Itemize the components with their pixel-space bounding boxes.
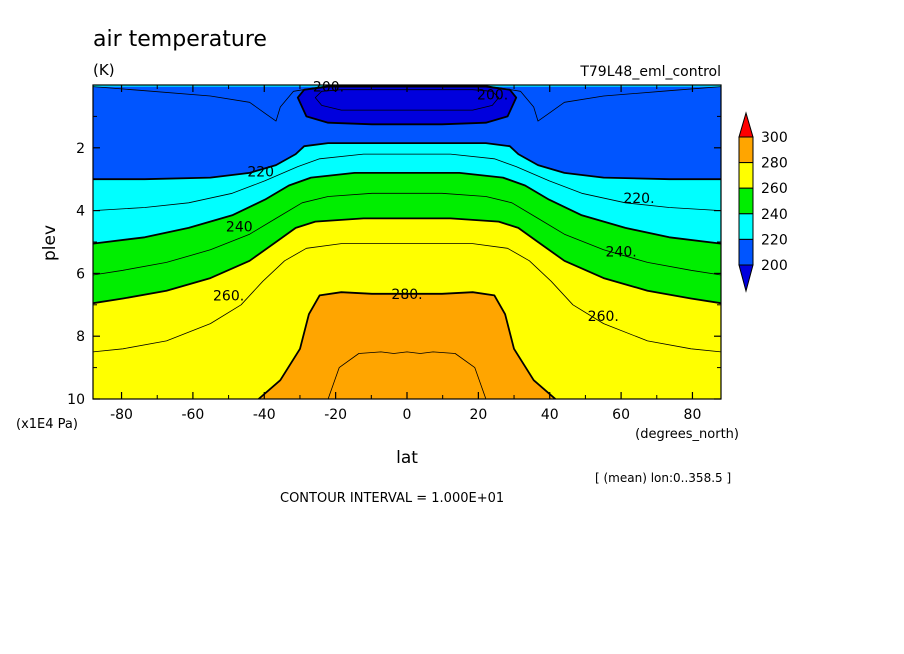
fill-band-280-300 (258, 292, 556, 399)
colorbar-label: 220 (761, 232, 788, 248)
y-axis-label: plev (40, 225, 60, 261)
contour-label: 220 (247, 164, 274, 180)
y-tick-label: 6 (76, 266, 85, 282)
contour-line-250 (93, 192, 721, 276)
x-tick-label: 40 (541, 407, 559, 423)
contour-lines (93, 85, 721, 399)
colorbar-label: 240 (761, 207, 788, 223)
contour-label: 220. (623, 191, 654, 207)
colorbar-over-arrow (738, 111, 754, 138)
chart-title: air temperature (93, 27, 267, 52)
colorbar-label: 200 (761, 258, 788, 274)
x-axis-label: lat (396, 448, 418, 468)
colorbar-label: 260 (761, 181, 788, 197)
x-tick-label: -40 (253, 407, 276, 423)
contour-label: 240. (606, 244, 637, 260)
contour-label: 200. (313, 80, 344, 96)
contour-label: 280. (391, 287, 422, 303)
fill-band-lt200 (297, 86, 517, 125)
y-axis-unit: (x1E4 Pa) (16, 417, 78, 432)
colorbar-swatch (738, 238, 754, 266)
colorbar-swatch (738, 136, 754, 164)
contour-label: 260. (588, 309, 619, 325)
contour-label: 200. (477, 87, 508, 103)
x-tick-label: 80 (684, 407, 702, 423)
contour-line-240 (93, 171, 721, 245)
x-tick-label: 20 (469, 407, 487, 423)
x-tick-label: 60 (612, 407, 630, 423)
chart-subtitle: (K) (93, 61, 115, 79)
contour-line-290 (327, 351, 487, 399)
colorbar: 300 280 260 240 220 200 (738, 111, 788, 293)
colorbar-under-arrow (738, 264, 754, 293)
contour-line-200 (296, 85, 518, 126)
colorbar-swatch (738, 187, 754, 215)
contour-fills (93, 85, 721, 399)
y-tick-label: 10 (67, 392, 85, 408)
averaging-note: [ (mean) lon:0..358.5 ] (595, 471, 731, 485)
contour-line-190 (314, 89, 500, 111)
x-tick-label: -60 (181, 407, 204, 423)
contour-line-260 (93, 217, 721, 305)
contour-line-270 (93, 243, 721, 353)
colorbar-swatch (738, 213, 754, 240)
colorbar-label: 300 (761, 130, 788, 146)
y-tick-label: 2 (76, 141, 85, 157)
x-tick-label: -80 (110, 407, 133, 423)
contour-line-230 (93, 153, 721, 211)
y-tick-label: 8 (76, 329, 85, 345)
x-axis-ticks: -80 -60 -40 -20 0 20 40 60 80 (110, 85, 701, 423)
contour-line-220 (93, 142, 721, 181)
colorbar-label: 280 (761, 156, 788, 172)
contour-line-280 (258, 291, 556, 399)
x-tick-label: 0 (403, 407, 412, 423)
colorbar-swatch (738, 162, 754, 189)
contour-label: 260. (213, 288, 244, 304)
y-axis-ticks: 2 4 6 8 10 (67, 115, 721, 408)
x-tick-label: -20 (324, 407, 347, 423)
x-axis-unit: (degrees_north) (635, 427, 739, 442)
contour-labels: 200. 200. 220 220. 240 240. 260. 260. 280. (213, 80, 655, 325)
y-tick-label: 4 (76, 204, 85, 220)
contour-label: 240 (226, 219, 253, 235)
contour-interval-note: CONTOUR INTERVAL = 1.000E+01 (280, 491, 504, 506)
run-label: T79L48_eml_control (579, 64, 721, 80)
